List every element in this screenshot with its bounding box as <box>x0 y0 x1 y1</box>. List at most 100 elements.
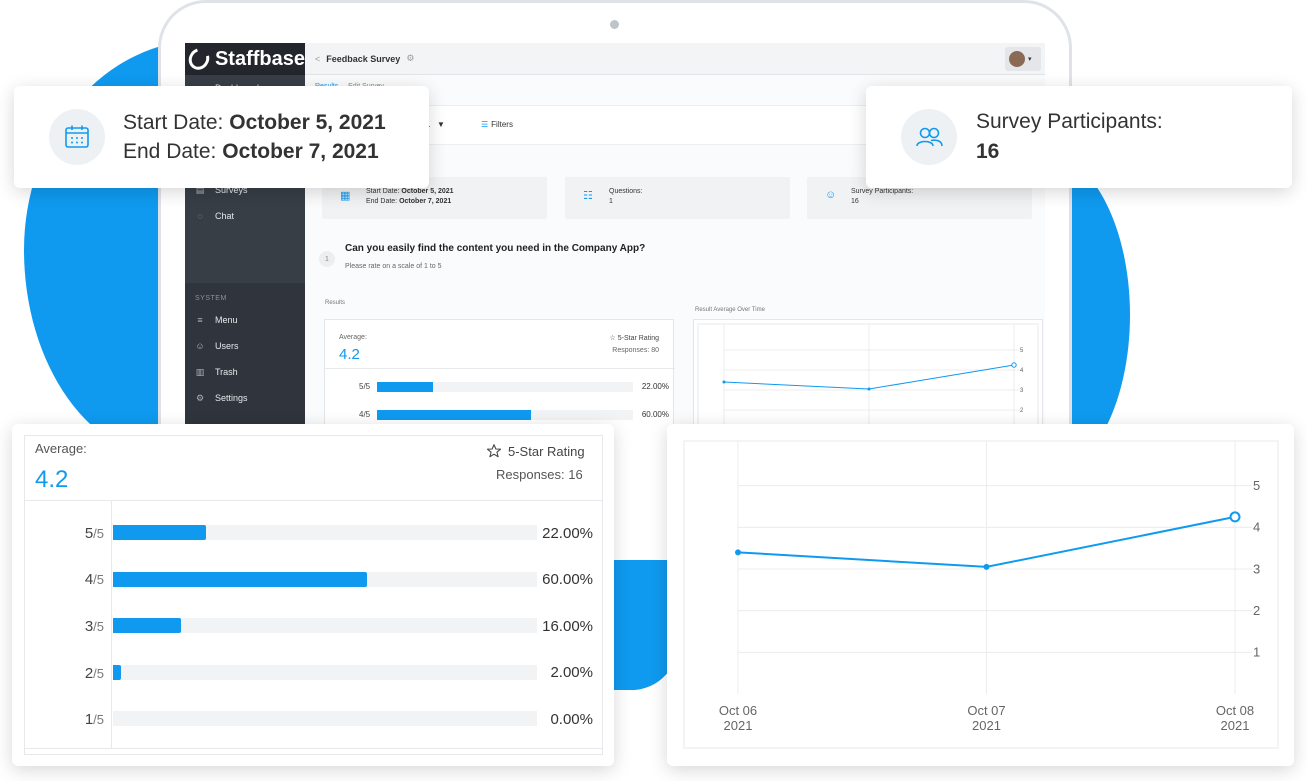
sidebar-item-label: Chat <box>215 211 235 221</box>
mini-row-track <box>377 382 633 392</box>
mini-row-den: /5 <box>363 410 371 419</box>
data-point <box>1011 362 1017 368</box>
row-num: 5 <box>84 525 94 542</box>
row-percent-3: 16.00% <box>542 618 593 635</box>
bar-track-4 <box>113 572 537 587</box>
question-title: Can you easily find the content you need… <box>345 243 646 254</box>
end-date-value: October 7, 2021 <box>222 140 379 163</box>
row-num: 4 <box>84 571 94 588</box>
bar-track-2 <box>113 665 537 680</box>
participants-value: 16 <box>851 198 859 205</box>
data-point <box>867 387 871 391</box>
question-subtitle: Please rate on a scale of 1 to 5 <box>345 263 442 270</box>
chevron-down-icon: ▾ <box>1028 56 1032 63</box>
y-tick-label: 3 <box>1020 388 1024 394</box>
mini-responses: Responses: 80 <box>612 347 659 354</box>
mini-row-den: /5 <box>363 382 371 391</box>
mini-average-label: Average: <box>339 334 367 341</box>
end-date-line: End Date: October 7, 2021 <box>123 140 379 164</box>
mini-row-label: 4/5 <box>359 410 370 419</box>
row-den: /5 <box>93 712 104 727</box>
questions-value: 1 <box>609 198 613 205</box>
sidebar-item-menu[interactable]: ≡ Menu <box>185 309 305 331</box>
brand-logo[interactable]: Staffbase <box>185 43 305 75</box>
x-tick-label: 2021 <box>1221 718 1250 733</box>
user-menu[interactable]: ▾ <box>1005 47 1041 71</box>
rating-type: 5-Star Rating <box>486 443 585 459</box>
sidebar-item-surveys[interactable]: ▤ Surveys <box>185 179 305 201</box>
over-time-section-label: Result Average Over Time <box>695 307 765 313</box>
bar-track-3 <box>113 618 537 633</box>
clipboard-icon: ▤ <box>195 184 205 195</box>
rating-label: 5-Star Rating <box>508 443 585 459</box>
mini-divider <box>325 368 675 369</box>
y-tick-label: 5 <box>1020 348 1024 354</box>
row-label-1: 1/5 <box>60 711 104 728</box>
mini-row-pct: 60.00% <box>641 410 669 419</box>
stat-participants-text: Survey Participants: 16 <box>851 187 913 207</box>
row-percent-2: 2.00% <box>550 664 593 681</box>
row-percent-4: 60.00% <box>542 571 593 588</box>
mini-row-track <box>377 410 633 420</box>
brand-name: Staffbase <box>214 47 305 70</box>
y-tick-label: 5 <box>1253 478 1260 493</box>
start-date-line: Start Date: October 5, 2021 <box>123 111 386 135</box>
participants-label: Survey Participants: <box>976 110 1163 133</box>
filters-button[interactable]: 021 ▼ ☰ Filters <box>417 120 513 129</box>
participants-value: 16 <box>976 140 1000 163</box>
results-card <box>12 424 614 766</box>
start-date-label: Start Date: <box>366 188 400 195</box>
average-label: Average: <box>35 441 87 456</box>
stat-questions: ☷ Questions: 1 <box>565 177 790 219</box>
page-title: Feedback Survey <box>326 53 401 64</box>
chart-frame <box>697 323 1039 440</box>
end-date-label: End Date: <box>366 198 398 205</box>
average-value: 4.2 <box>35 466 69 493</box>
sidebar-item-chat[interactable]: ◌ Chat <box>185 205 305 227</box>
bar-track-5 <box>113 525 537 540</box>
gear-icon: ⚙ <box>195 392 205 403</box>
row-den: /5 <box>93 572 104 587</box>
mini-row-label: 5/5 <box>359 382 370 391</box>
bar-fill-5 <box>113 525 207 540</box>
mini-row-fill <box>377 410 531 420</box>
start-date-value: October 5, 2021 <box>229 111 386 134</box>
mini-row-fill <box>377 382 434 392</box>
start-date-value: October 5, 2021 <box>401 188 454 195</box>
x-tick-label: 2021 <box>972 718 1001 733</box>
gear-icon[interactable]: ⚙ <box>406 53 415 63</box>
date-callout-card: Start Date: October 5, 2021 End Date: Oc… <box>14 86 429 188</box>
sidebar-item-trash[interactable]: ▥ Trash <box>185 361 305 383</box>
bar-fill-3 <box>113 618 181 633</box>
data-point <box>983 563 990 570</box>
row-num: 3 <box>84 618 94 635</box>
mini-rating-label: ☆ 5-Star Rating <box>609 335 659 342</box>
staffbase-logo-icon <box>185 44 214 74</box>
stat-dates-text: Start Date: October 5, 2021 End Date: Oc… <box>366 187 454 207</box>
sidebar-item-label: Menu <box>215 315 238 325</box>
bar-fill-4 <box>113 572 368 587</box>
row-num: 1 <box>84 711 94 728</box>
sidebar-item-settings[interactable]: ⚙ Settings <box>185 387 305 409</box>
users-icon <box>901 109 957 165</box>
y-tick-label: 4 <box>1253 520 1260 535</box>
row-den: /5 <box>93 526 104 541</box>
chat-icon: ◌ <box>197 211 203 221</box>
filter-icon: ☰ <box>481 120 489 129</box>
results-section-label: Results <box>325 300 346 306</box>
mini-row-num: 4 <box>359 410 364 419</box>
sidebar-item-users[interactable]: ☺ Users <box>185 335 305 357</box>
sidebar-item-label: Users <box>215 341 239 351</box>
chart-card: 1 2 3 4 5 Oct 06 2021 Oct 07 2021 Oct 08 2021 <box>667 424 1294 766</box>
row-label-3: 3/5 <box>60 618 104 635</box>
camera-dot <box>610 20 619 29</box>
mini-average-value: 4.2 <box>339 346 360 363</box>
row-den: /5 <box>93 666 104 681</box>
back-button[interactable]: < <box>315 53 321 64</box>
y-tick-label: 1 <box>1253 645 1260 660</box>
x-tick-label: 2021 <box>724 718 753 733</box>
calendar-icon: ▦ <box>340 190 351 202</box>
calendar-svg <box>65 125 89 148</box>
